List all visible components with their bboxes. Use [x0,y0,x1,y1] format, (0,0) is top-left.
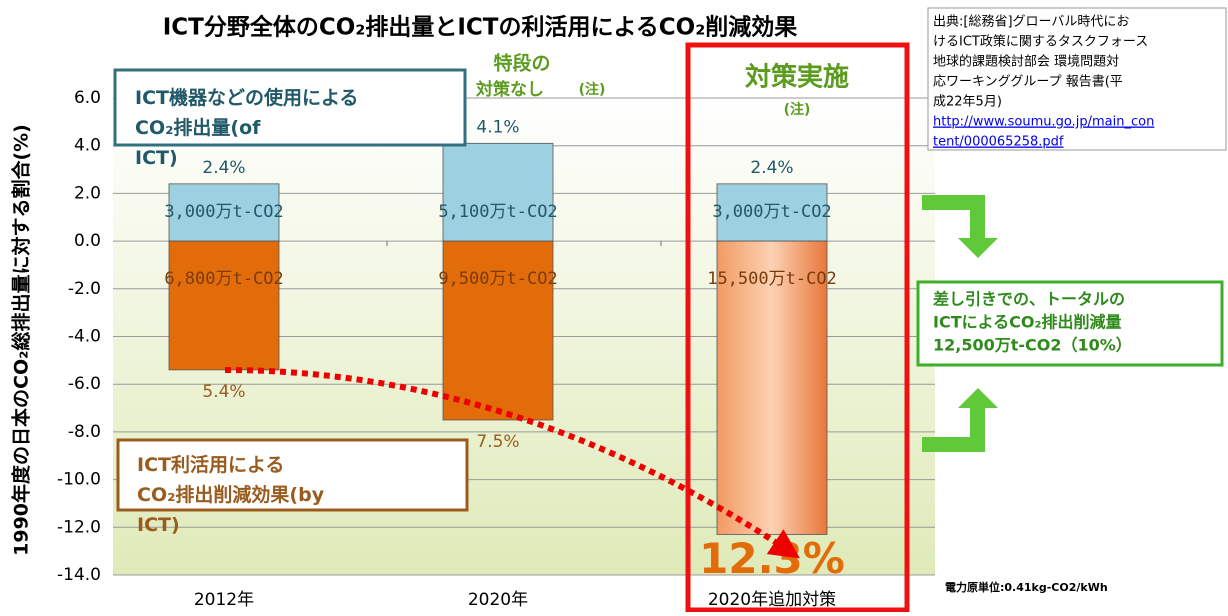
data-label: 5.4% [202,382,245,402]
source-box [927,7,1227,151]
legend-entry: ICT利活用による CO₂排出削減効果(by ICT) [137,453,325,536]
x-tick-label: 2020年追加対策 [708,590,836,610]
y-tick-label: -6.0 [68,374,101,394]
bar [442,240,554,421]
annotation: 特段の [493,52,550,75]
chart-title: ICT分野全体のCO₂排出量とICTの利活用によるCO₂削減効果 [163,14,798,41]
legend-box [116,438,469,512]
x-tick-label: 2012年 [194,590,254,610]
legend-entry: ICT機器などの使用による CO₂排出量(of ICT) [135,86,358,169]
annotation-line: 出典:[総務省]グローバル時代にお [933,15,1129,30]
arrow [922,388,998,452]
y-tick-label: -8.0 [68,422,101,442]
annotation-line: 差し引きでの、トータルの [933,290,1125,309]
y-tick-label: -14.0 [57,565,101,585]
annotation-line: 応ワーキンググループ 報告書(平 [933,75,1123,90]
y-tick-label: -12.0 [57,517,101,537]
x-tick-label: 2020年 [468,590,528,610]
y-tick-label: 4.0 [74,136,101,156]
amount-label: 3,000万t-CO2 [164,202,283,222]
annotation: 対策なし [475,79,544,100]
legend-label: ICT利活用による CO₂排出削減効果(by ICT) [137,453,325,536]
y-tick-label: -2.0 [68,279,101,299]
data-label: 2.4% [750,158,793,178]
bar [716,240,828,535]
annotation-line: 地球的課題検討部会 環境問題対 [933,54,1119,70]
legend-box [113,68,467,147]
annotation-line: 成22年5月) [933,95,1002,110]
y-tick-label: -4.0 [68,327,101,347]
amount-label: 5,100万t-CO2 [438,202,557,222]
amount-label: 6,800万t-CO2 [164,269,283,289]
amount-label: 15,500万t-CO2 [707,269,837,289]
unit-note: 電力原単位:0.41kg-CO2/kWh [945,580,1108,594]
data-label: 2.4% [202,158,245,178]
bar [168,240,280,371]
bar [168,183,280,242]
bar [442,142,554,242]
annotation-line: 12,500万t-CO2（10%） [933,336,1132,355]
amount-label: 9,500万t-CO2 [438,269,557,289]
amount-label: 3,000万t-CO2 [712,202,831,222]
annotation-line: ICTによるCO₂排出削減量 [933,313,1121,332]
y-tick-label: -10.0 [57,470,101,490]
y-tick-label: 6.0 [74,88,101,108]
annotation: 対策実施 [745,62,849,93]
arrow [922,195,998,258]
annotation: (注) [579,81,606,98]
legend-label: ICT機器などの使用による CO₂排出量(of ICT) [135,86,358,169]
annotation-line: tent/000065258.pdf [933,135,1064,150]
y-axis-label: 1990年度の日本のCO₂総排出量に対する割合(%) [10,124,33,556]
data-label: 12.3% [699,534,845,583]
annotation-line: http://www.soumu.go.jp/main_con [933,115,1154,130]
y-tick-label: 0.0 [74,231,101,251]
data-label: 7.5% [476,432,519,452]
reduction-arrow [224,367,800,559]
annotation-line: けるICT政策に関するタスクフォース [933,34,1148,50]
y-tick-label: 2.0 [74,183,101,203]
highlight-frame [685,42,910,613]
annotation: (注) [784,101,811,118]
total-box [916,280,1224,367]
data-label: 4.1% [476,117,519,137]
